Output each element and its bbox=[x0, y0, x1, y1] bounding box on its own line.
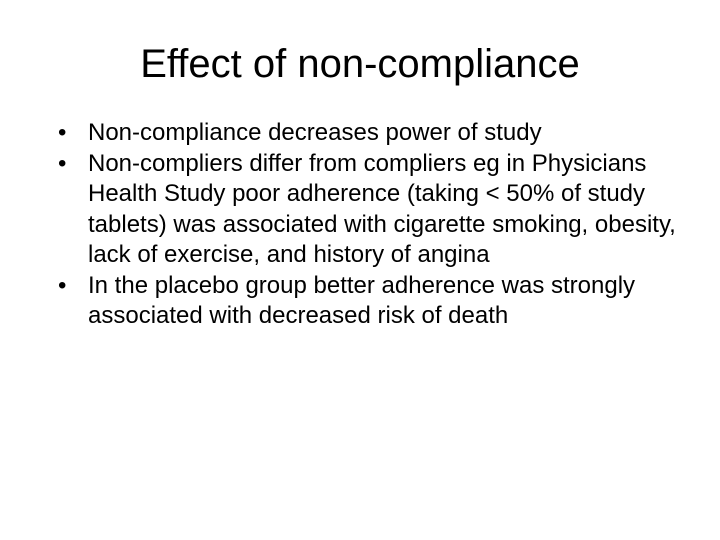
bullet-icon: • bbox=[58, 149, 67, 177]
bullet-item: • Non-compliance decreases power of stud… bbox=[58, 118, 688, 149]
slide-title: Effect of non-compliance bbox=[140, 42, 580, 86]
bullet-text: In the placebo group better adherence wa… bbox=[88, 271, 636, 330]
bullet-text: Non-compliance decreases power of study bbox=[88, 119, 542, 146]
bullet-list: • Non-compliance decreases power of stud… bbox=[58, 118, 688, 332]
bullet-icon: • bbox=[58, 119, 67, 146]
bullet-item: • Non-compliers differ from compliers eg… bbox=[58, 149, 688, 271]
bullet-item: • In the placebo group better adherence … bbox=[58, 271, 688, 332]
bullet-icon: • bbox=[58, 271, 67, 299]
bullet-text: Non-compliers differ from compliers eg i… bbox=[88, 149, 676, 269]
